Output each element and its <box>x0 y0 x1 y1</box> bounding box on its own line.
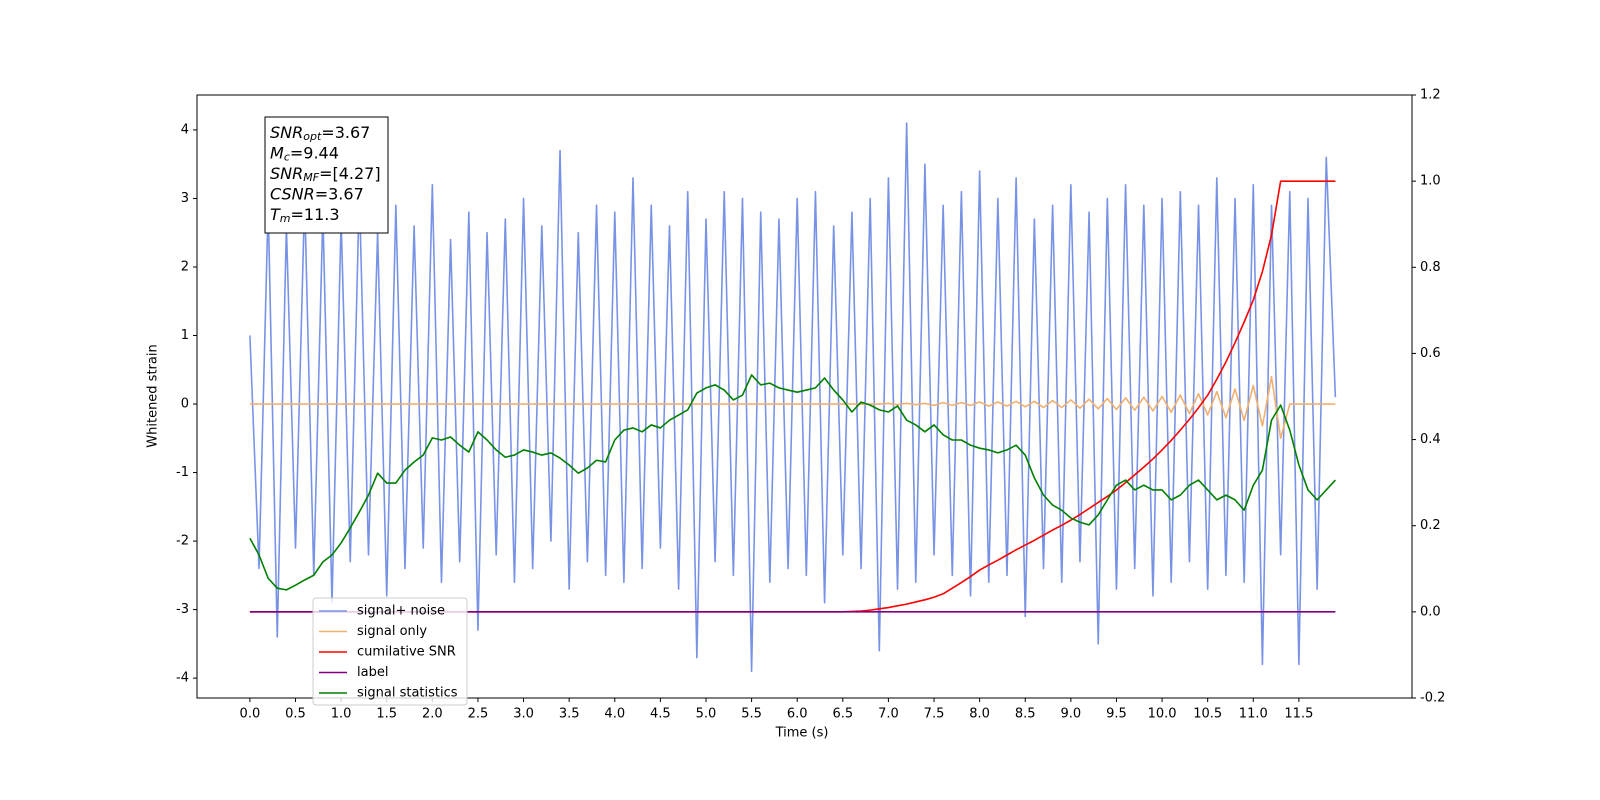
axes-frame <box>196 94 1413 699</box>
annotation-line: SNRopt=3.67 <box>270 123 370 144</box>
y2-tick-label: 0.8 <box>1420 260 1441 275</box>
x-tick-label: 7.0 <box>878 707 899 722</box>
y-tick-label: 4 <box>181 122 189 137</box>
x-tick-label: 5.5 <box>741 707 762 722</box>
legend-label: signal only <box>357 624 427 639</box>
x-tick-label: 10.0 <box>1148 707 1177 722</box>
y2-tick-label: 1.0 <box>1420 174 1441 189</box>
y-tick-label: -4 <box>176 671 189 686</box>
y2-tick-label: 0.2 <box>1420 518 1441 533</box>
x-tick-label: 3.5 <box>559 707 580 722</box>
legend-label: label <box>357 665 388 680</box>
series-line <box>249 122 1337 673</box>
y2-tick-label: 0.4 <box>1420 432 1441 447</box>
y-tick-label: -3 <box>176 602 189 617</box>
y2-tick-label: 1.2 <box>1420 88 1441 103</box>
x-tick-label: 2.5 <box>468 707 489 722</box>
legend: signal+ noise signal only cumilative SNR la… <box>312 597 468 706</box>
x-tick-label: 8.0 <box>969 707 990 722</box>
x-tick-label: 6.5 <box>832 707 853 722</box>
x-tick-label: 10.5 <box>1193 707 1222 722</box>
annotation-symbol: SNR <box>270 164 303 183</box>
y-axis-label: Whitened strain <box>146 344 161 447</box>
y-tick-label: -1 <box>176 465 189 480</box>
x-tick-label: 9.5 <box>1106 707 1127 722</box>
legend-label: signal statistics <box>357 686 458 701</box>
legend-label: signal+ noise <box>357 604 445 619</box>
y-tick-label: 0 <box>181 397 189 412</box>
annotation-subscript: m <box>280 212 291 225</box>
x-tick-label: 7.5 <box>924 707 945 722</box>
annotation-value: =11.3 <box>291 205 340 224</box>
y2-tick-label: 0.6 <box>1420 346 1441 361</box>
series-line <box>249 375 1336 440</box>
annotation-value: =9.44 <box>290 143 339 162</box>
x-tick-label: 2.0 <box>422 707 443 722</box>
annotation: SNRopt=3.67Mc=9.44SNRMF=[4.27]CSNR=3.67T… <box>264 116 389 234</box>
x-tick-label: 11.0 <box>1239 707 1268 722</box>
x-tick-label: 6.0 <box>787 707 808 722</box>
x-tick-label: 1.0 <box>331 707 352 722</box>
legend-label: cumilative SNR <box>357 645 456 660</box>
annotation-value: =3.67 <box>321 123 370 142</box>
annotation-subscript: opt <box>303 130 322 143</box>
x-axis-label: Time (s) <box>775 726 829 741</box>
legend-box <box>312 597 468 706</box>
annotation-line: Mc=9.44 <box>270 143 339 164</box>
y-tick-label: 2 <box>181 259 189 274</box>
annotation-line: CSNR=3.67 <box>270 184 364 203</box>
y-tick-label: 3 <box>181 191 189 206</box>
annotation-box <box>264 116 389 234</box>
annotation-value: =[4.27] <box>319 164 381 183</box>
x-tick-label: 1.5 <box>376 707 397 722</box>
annotation-symbol: CSNR <box>270 184 315 203</box>
annotation-symbol: M <box>270 143 284 162</box>
x-tick-label: 5.0 <box>696 707 717 722</box>
annotation-line: SNRMF=[4.27] <box>270 164 381 185</box>
x-tick-label: 0.0 <box>240 707 261 722</box>
x-tick-label: 9.0 <box>1061 707 1082 722</box>
x-tick-label: 11.5 <box>1284 707 1313 722</box>
annotation-symbol: T <box>270 205 281 224</box>
annotation-subscript: c <box>284 151 290 164</box>
annotation-subscript: MF <box>303 171 319 184</box>
y2-tick-label: 0.0 <box>1420 604 1441 619</box>
y2-tick-label: -0.2 <box>1420 691 1445 706</box>
annotation-line: Tm=11.3 <box>270 205 340 226</box>
x-tick-label: 3.0 <box>513 707 534 722</box>
axes: 0.0 0.5 1.0 1.5 2.0 2.5 3.0 3.5 4.0 4.5 5.0 5.5 6.0 6… <box>176 88 1445 722</box>
x-tick-label: 8.5 <box>1015 707 1036 722</box>
x-tick-label: 4.5 <box>650 707 671 722</box>
y-tick-label: 1 <box>181 328 189 343</box>
annotation-value: =3.67 <box>315 184 364 203</box>
series-line <box>249 374 1336 591</box>
annotation-symbol: SNR <box>270 123 303 142</box>
y-tick-label: -2 <box>176 534 189 549</box>
x-tick-label: 4.0 <box>604 707 625 722</box>
x-tick-label: 0.5 <box>285 707 306 722</box>
